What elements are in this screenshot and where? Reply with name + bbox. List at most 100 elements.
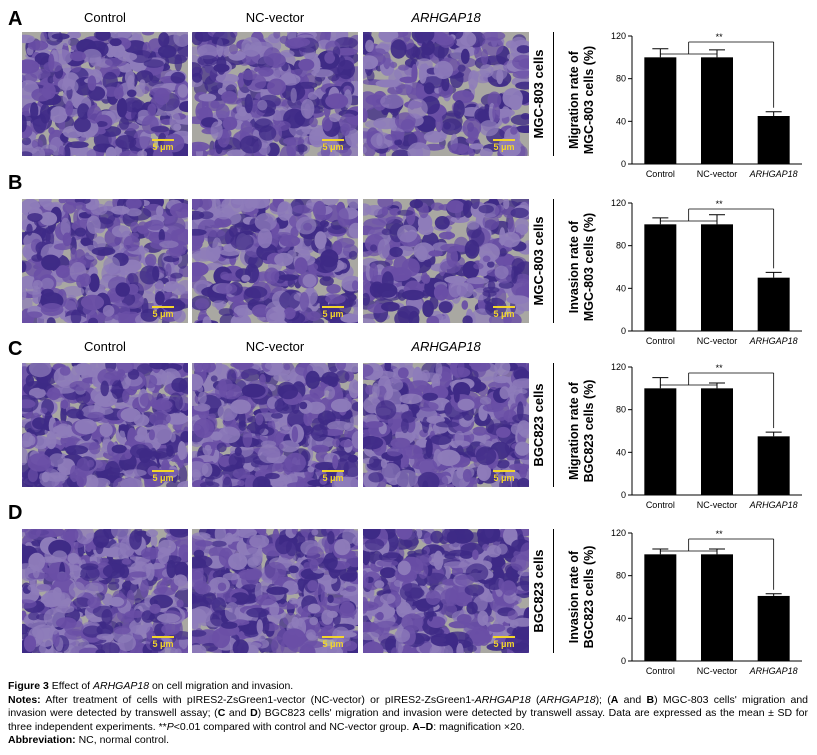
micrograph: 5 μm [192,199,358,323]
y-tick-label: 40 [616,447,626,457]
column-header: ARHGAP18 [411,10,481,25]
column-header: Control [84,10,126,25]
x-tick-label: ARHGAP18 [749,500,798,510]
micrograph: 5 μm [192,32,358,156]
column-header: Control [84,339,126,354]
y-tick-label: 120 [611,31,626,41]
y-axis-label-line2: BGC823 cells (%) [582,380,596,483]
stained-cells-texture [22,363,188,487]
scale-bar: 5 μm [493,636,515,649]
bar [644,388,677,495]
x-tick-label: ARHGAP18 [749,169,798,179]
scale-bar: 5 μm [152,470,174,483]
bar [757,277,790,331]
stained-cells-texture [363,529,529,653]
scale-bar-line [152,636,174,638]
significance-marker: ** [716,529,724,539]
scale-bar-label: 5 μm [152,639,174,649]
bar [644,554,677,661]
bar-chart-svg: Invasion rate of MGC-803 cells (%) 0 40 80 12… [567,198,802,346]
micrograph: 5 μm [22,363,188,487]
x-tick-label: NC-vector [697,666,738,676]
stained-cells-texture [22,529,188,653]
bar-chart: Migration rate of MGC-803 cells (%) 0 40 80 1… [560,18,810,193]
y-axis-label-line1: Migration rate of [567,381,581,480]
micrograph: 5 μm [192,363,358,487]
x-tick-label: Control [646,500,675,510]
scale-bar-line [493,139,515,141]
bar [701,554,733,661]
scale-bar-line [493,306,515,308]
scale-bar-label: 5 μm [322,309,344,319]
stained-cells-texture [363,32,529,156]
row-divider [553,32,554,156]
x-tick-label: ARHGAP18 [749,336,798,346]
micrograph: 5 μm [363,363,529,487]
scale-bar-line [322,636,344,638]
y-tick-label: 40 [616,116,626,126]
scale-bar: 5 μm [493,306,515,319]
bar [644,57,677,165]
column-header: NC-vector [245,10,305,25]
column-header: ARHGAP18 [411,339,481,354]
scale-bar-label: 5 μm [152,142,174,152]
panel-letter: C [8,338,23,360]
y-tick-label: 40 [616,283,626,293]
x-tick-label: ARHGAP18 [749,666,798,676]
scale-bar-line [493,636,515,638]
scale-bar-line [322,470,344,472]
bar [644,224,677,331]
significance-marker: ** [716,199,724,209]
row-divider [553,529,554,653]
micrograph: 5 μm [22,529,188,653]
scale-bar: 5 μm [152,636,174,649]
micrograph: 5 μm [192,529,358,653]
scale-bar: 5 μm [152,306,174,319]
y-tick-label: 80 [616,571,626,581]
column-header: NC-vector [245,339,305,354]
bar-chart: Invasion rate of MGC-803 cells (%) 0 40 80 12… [560,185,810,360]
stained-cells-texture [363,363,529,487]
y-axis-label-line2: BGC823 cells (%) [582,546,596,649]
micrograph: 5 μm [22,32,188,156]
y-tick-label: 0 [621,326,626,336]
bar [701,224,733,331]
y-tick-label: 80 [616,405,626,415]
bar [757,116,790,164]
scale-bar-line [322,139,344,141]
scale-bar-label: 5 μm [493,142,515,152]
scale-bar-label: 5 μm [322,473,344,483]
bar [701,388,733,495]
y-axis-label-line2: MGC-803 cells (%) [582,46,596,154]
row-label: BGC823 cells [531,549,546,633]
y-tick-label: 80 [616,241,626,251]
panel-letter: A [8,8,23,30]
scale-bar-label: 5 μm [152,309,174,319]
scale-bar-label: 5 μm [493,473,515,483]
bar-chart: Invasion rate of BGC823 cells (%) 0 40 80 120… [560,515,810,690]
caption-title: Figure 3 Effect of ARHGAP18 on cell migr… [8,680,294,692]
bar-chart-svg: Migration rate of BGC823 cells (%) 0 40 80 12… [567,362,802,510]
x-tick-label: NC-vector [697,336,738,346]
bar-chart: Migration rate of BGC823 cells (%) 0 40 80 12… [560,349,810,524]
micrograph: 5 μm [363,529,529,653]
scale-bar-label: 5 μm [493,639,515,649]
figure-caption: Figure 3 Effect of ARHGAP18 on cell migr… [8,680,808,748]
scale-bar-label: 5 μm [322,142,344,152]
scale-bar-line [152,470,174,472]
stained-cells-texture [192,529,358,653]
y-tick-label: 120 [611,362,626,372]
bar [701,57,733,165]
panel-letter: B [8,172,23,194]
y-tick-label: 80 [616,74,626,84]
y-tick-label: 0 [621,656,626,666]
bar [757,436,790,495]
panel-letter: D [8,502,23,524]
x-tick-label: Control [646,169,675,179]
scale-bar: 5 μm [493,139,515,152]
x-tick-label: NC-vector [697,500,738,510]
y-axis-label-line1: Invasion rate of [567,550,581,643]
scale-bar-label: 5 μm [152,473,174,483]
stained-cells-texture [192,32,358,156]
stained-cells-texture [192,199,358,323]
